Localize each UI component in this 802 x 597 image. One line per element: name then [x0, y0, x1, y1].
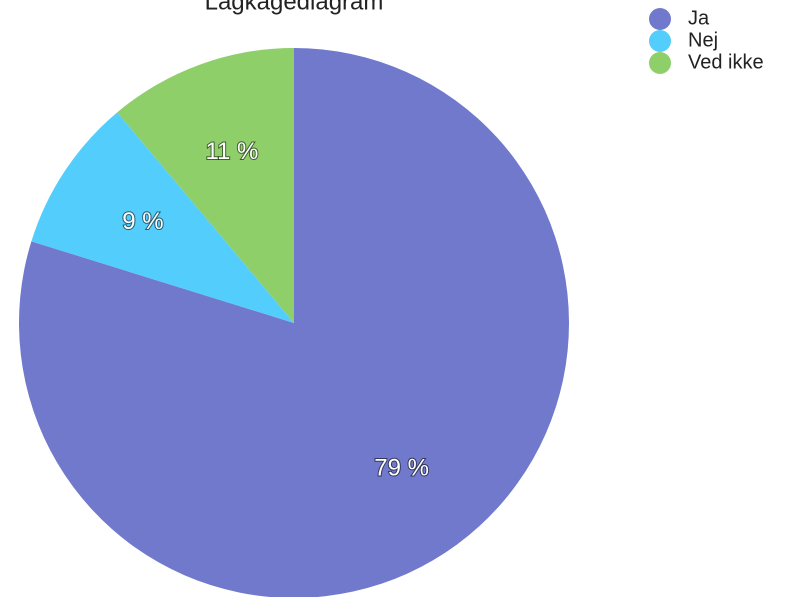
value-label: 9 %: [122, 208, 163, 235]
legend-swatch: [649, 52, 671, 74]
value-label: 11 %: [205, 138, 258, 165]
legend-swatch: [649, 8, 671, 30]
pie-slice: [117, 48, 295, 323]
chart-title: Lagkagediagram: [205, 0, 384, 15]
value-label: 79 %: [374, 455, 429, 482]
legend-label: Ja: [688, 7, 710, 29]
pie-slice: [31, 112, 294, 324]
legend-label: Ved ikke: [688, 51, 764, 73]
legend-swatch: [649, 30, 671, 52]
pie-slice: [19, 48, 569, 597]
legend-label: Nej: [688, 29, 718, 51]
